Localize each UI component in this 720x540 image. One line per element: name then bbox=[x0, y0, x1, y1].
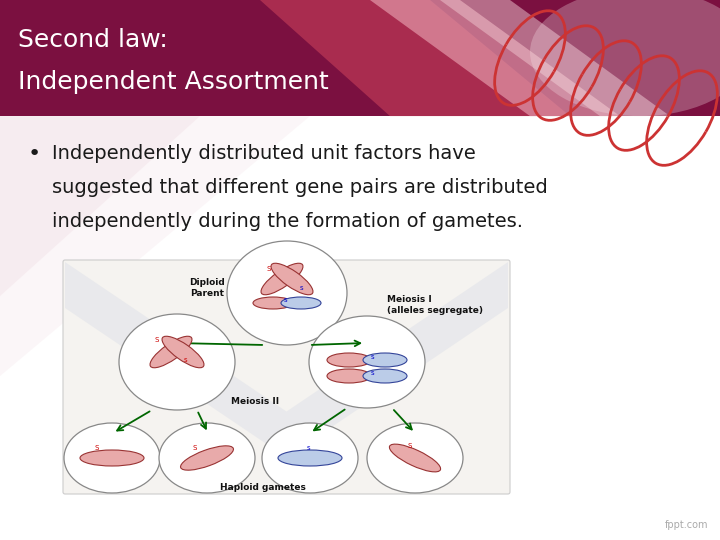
Text: S: S bbox=[408, 443, 412, 449]
Ellipse shape bbox=[162, 336, 204, 368]
Text: independently during the formation of gametes.: independently during the formation of ga… bbox=[52, 212, 523, 231]
Ellipse shape bbox=[181, 446, 233, 470]
Text: S: S bbox=[267, 266, 271, 272]
Text: fppt.com: fppt.com bbox=[665, 520, 708, 530]
Text: Independently distributed unit factors have: Independently distributed unit factors h… bbox=[52, 144, 476, 163]
Ellipse shape bbox=[119, 314, 235, 410]
Ellipse shape bbox=[64, 423, 160, 493]
Ellipse shape bbox=[253, 297, 293, 309]
Ellipse shape bbox=[150, 336, 192, 368]
Text: s: s bbox=[300, 285, 303, 291]
Ellipse shape bbox=[390, 444, 441, 472]
Text: suggested that different gene pairs are distributed: suggested that different gene pairs are … bbox=[52, 178, 548, 197]
Text: Meiosis II: Meiosis II bbox=[231, 397, 279, 407]
Text: Independent Assortment: Independent Assortment bbox=[18, 70, 329, 94]
Polygon shape bbox=[0, 116, 310, 376]
Polygon shape bbox=[0, 116, 200, 296]
Text: s: s bbox=[370, 370, 374, 376]
Ellipse shape bbox=[281, 297, 321, 309]
Text: Second law:: Second law: bbox=[18, 28, 168, 52]
Polygon shape bbox=[65, 262, 508, 457]
Ellipse shape bbox=[530, 0, 720, 116]
Polygon shape bbox=[260, 0, 570, 116]
Ellipse shape bbox=[309, 316, 425, 408]
Ellipse shape bbox=[159, 423, 255, 493]
Ellipse shape bbox=[271, 263, 313, 295]
Text: S: S bbox=[95, 445, 99, 451]
Ellipse shape bbox=[278, 450, 342, 466]
Ellipse shape bbox=[261, 263, 303, 295]
Bar bbox=[0, 0, 720, 116]
Text: s: s bbox=[283, 297, 287, 303]
Text: Haploid gametes: Haploid gametes bbox=[220, 483, 306, 492]
Text: s: s bbox=[306, 445, 310, 451]
Ellipse shape bbox=[327, 369, 371, 383]
Text: Meiosis I
(alleles segregate): Meiosis I (alleles segregate) bbox=[387, 295, 483, 315]
Polygon shape bbox=[440, 0, 670, 116]
Ellipse shape bbox=[327, 353, 371, 367]
Bar bbox=[0, 116, 720, 540]
Ellipse shape bbox=[363, 353, 407, 367]
FancyBboxPatch shape bbox=[63, 260, 510, 494]
Polygon shape bbox=[370, 0, 620, 116]
Text: Diploid
Parent: Diploid Parent bbox=[189, 278, 225, 298]
Ellipse shape bbox=[367, 423, 463, 493]
Ellipse shape bbox=[80, 450, 144, 466]
Text: s: s bbox=[183, 357, 186, 363]
Ellipse shape bbox=[363, 369, 407, 383]
Text: S: S bbox=[193, 445, 197, 451]
Ellipse shape bbox=[227, 241, 347, 345]
Text: s: s bbox=[370, 354, 374, 360]
Text: S: S bbox=[155, 337, 159, 343]
Ellipse shape bbox=[262, 423, 358, 493]
Text: •: • bbox=[28, 144, 41, 164]
